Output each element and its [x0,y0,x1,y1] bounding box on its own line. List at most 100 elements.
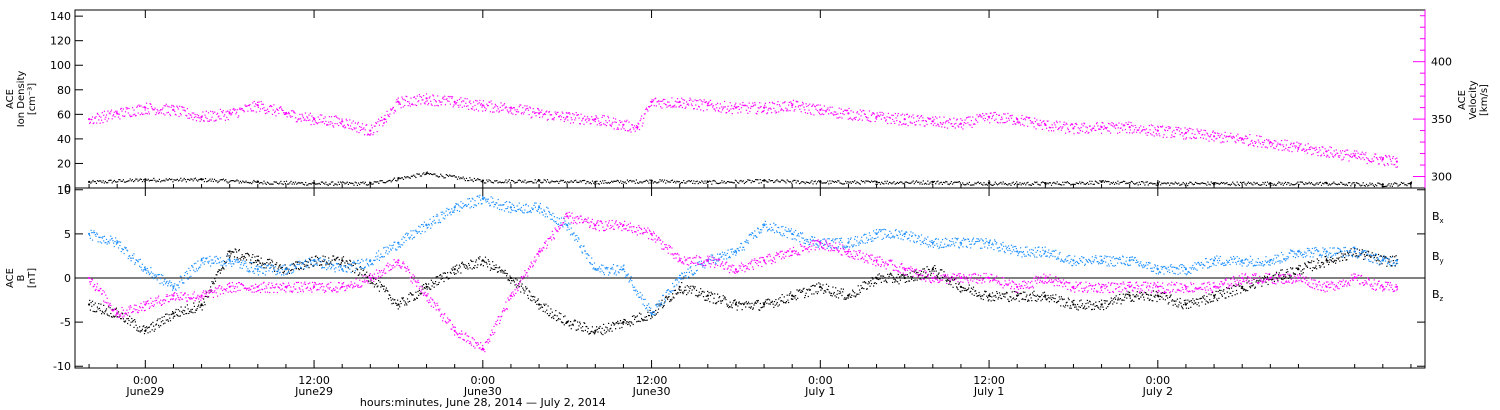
ion-density-series-point [1361,184,1363,186]
velocity-series-point [510,109,512,111]
ion-density-series-point [846,182,848,184]
ion-density-series-data-point [988,182,991,185]
bx-series-point [1202,296,1204,298]
bx-series-point [330,261,332,263]
ion-density-series-point [692,182,694,184]
ion-density-series-point [262,183,264,185]
bx-series-point [1119,293,1121,296]
bx-series-point [409,300,411,302]
bx-series-point [513,279,515,281]
bx-series-point [670,300,672,302]
bx-series-point [358,274,360,276]
velocity-series-point [1145,132,1147,134]
velocity-series-point [287,113,289,115]
bx-series-point [1097,306,1099,308]
velocity-series-point [930,123,932,125]
ion-density-series-point [618,182,621,184]
ion-density-series-point [503,182,505,184]
bx-series-point [1015,298,1017,300]
bx-series-point [859,289,861,291]
velocity-series-point [220,118,222,120]
velocity-series-point [1238,137,1240,140]
ion-density-series-point [770,180,772,182]
velocity-series-point [520,113,522,115]
velocity-series-point [712,106,714,108]
ion-density-series-point [759,179,761,181]
velocity-series-point [581,120,583,122]
bx-series-point [982,295,984,297]
ion-density-series-point [1305,182,1307,184]
velocity-series-point [1041,122,1043,124]
bx-series-point [969,291,971,293]
velocity-series-point [617,128,619,130]
velocity-series-point [952,125,954,127]
bx-series-point [210,290,212,292]
velocity-series-point [495,105,497,107]
bx-series-point [1254,286,1256,288]
ion-density-series-point [326,183,328,186]
bx-series-point [915,272,918,274]
velocity-series-point [1013,121,1015,123]
velocity-series-point [874,120,876,123]
velocity-series-point [1018,121,1020,123]
velocity-series-point [906,113,908,116]
velocity-series-point [1041,128,1043,130]
velocity-series-point [500,102,502,104]
velocity-series-point [1195,137,1197,139]
ion-density-series-point [525,182,527,184]
ion-density-series-point [533,182,535,184]
ion-density-series-point [504,181,506,183]
bx-series-point [866,288,868,290]
velocity-series-point [329,123,331,125]
ion-density-series-data-point [481,179,484,182]
velocity-series-point [1162,136,1164,138]
ion-density-series-point [442,176,444,178]
bx-series-point [627,321,629,323]
ion-density-series-point [422,173,424,175]
bx-series-point [357,269,359,271]
velocity-series-point [1056,121,1058,124]
velocity-series-point [103,110,105,112]
bx-series-point [792,298,794,300]
velocity-series-point [887,122,889,125]
velocity-series-point [567,119,569,121]
velocity-series-point [996,121,998,123]
ion-density-series-point [1389,185,1391,187]
velocity-series-point [743,104,745,107]
bx-series-point [135,324,137,326]
bx-series-point [200,305,202,307]
bx-series-point [776,303,778,305]
velocity-series-point [1028,117,1030,119]
velocity-series-point [255,103,257,105]
velocity-series-point [237,116,239,118]
velocity-series-point [1025,116,1027,118]
velocity-series-point [1297,148,1299,150]
bx-series-point [1060,305,1062,307]
ion-density-series-point [1086,182,1089,184]
velocity-series-point [1383,163,1385,165]
velocity-series-point [1253,145,1255,147]
ion-density-series-point [239,180,241,182]
bx-series-point [1093,303,1095,305]
ion-density-series-point [1367,185,1369,187]
velocity-series-point [193,116,195,119]
bx-series-point [884,277,886,279]
bx-series-point [238,250,240,252]
bx-series-point [117,311,120,313]
velocity-series-point [383,122,385,124]
ion-density-series-point [1037,183,1039,185]
velocity-series-point [566,112,568,114]
ion-density-series-point [873,180,875,183]
velocity-series-point [330,116,333,118]
velocity-series-point [1091,130,1093,132]
bx-series-point [620,322,622,324]
bx-series-point [458,267,460,269]
bx-series-point [679,292,681,294]
bx-series-point [375,283,378,285]
velocity-series-point [977,116,979,118]
bx-series-point [892,281,894,283]
velocity-series-point [635,127,637,129]
velocity-series-point [1274,147,1276,150]
bx-series-point [722,295,724,297]
ion-density-series-point [251,183,253,185]
